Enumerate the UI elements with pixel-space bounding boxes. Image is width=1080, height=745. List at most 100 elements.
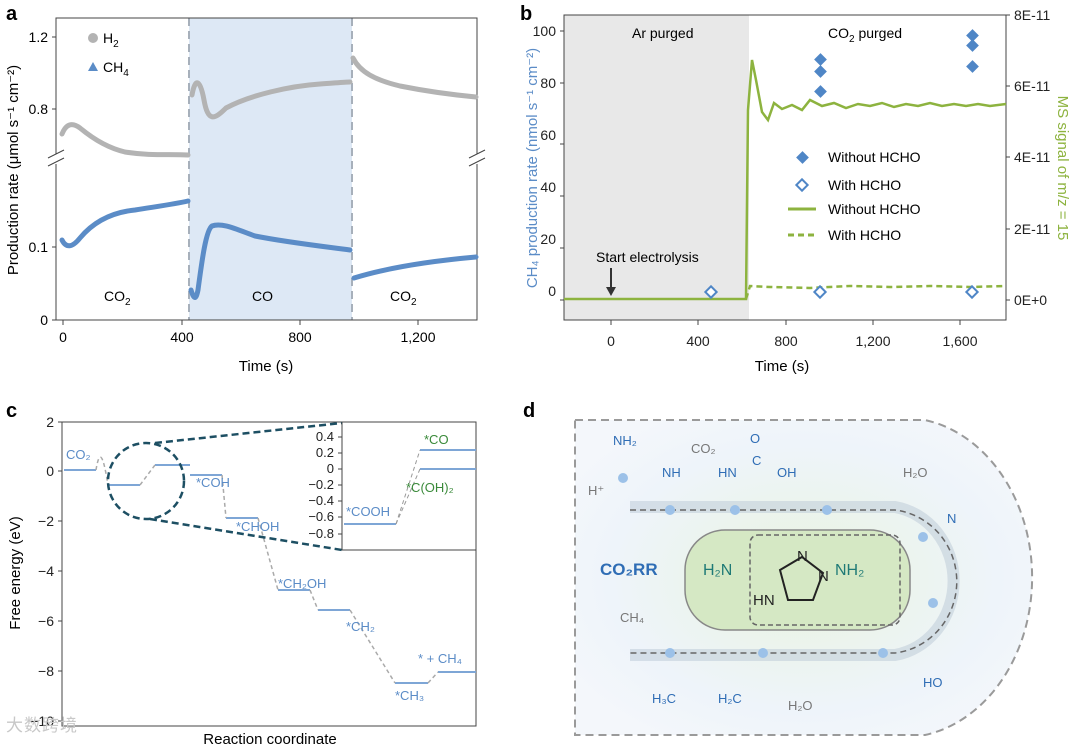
- ms-without-hcho-line: [564, 59, 1007, 301]
- mol-c: C: [752, 453, 761, 468]
- region-label-co2-2: CO2: [390, 288, 417, 308]
- node-9: [665, 648, 675, 658]
- panel-b: b 0 20 40 60 80 100 0E+0 2E-11 4E-11 6E-…: [520, 3, 1071, 375]
- mol-hplus: H⁺: [588, 483, 604, 498]
- marker-without-hcho-5: [966, 39, 979, 52]
- region-label-co: CO: [252, 288, 273, 304]
- marker-with-hcho-2: [812, 284, 828, 300]
- node-5: [918, 532, 928, 542]
- c-ytick-m2: −2: [38, 513, 54, 529]
- ytick-0-8: 0.8: [29, 101, 49, 117]
- species-ch2: *CH₂: [346, 619, 375, 634]
- node-8: [758, 648, 768, 658]
- panel-d-label: d: [523, 400, 535, 422]
- b-ytick-100: 100: [533, 23, 557, 39]
- c-ytick-m4: −4: [38, 563, 54, 579]
- b-xtick-1200: 1,200: [855, 333, 890, 349]
- inset-species-cooh: *COOH: [346, 504, 390, 519]
- b-ytick-20: 20: [540, 231, 556, 247]
- node-1: [618, 473, 628, 483]
- panel-c-frame: [61, 421, 477, 727]
- legend-h2-label: H2: [103, 30, 119, 50]
- legend-b-filled-diamond: [796, 151, 809, 164]
- legend-b-open-diamond: [794, 177, 810, 193]
- panel-a: a 1.2 0.8 0.1 0 0 400 800 1,200 Time (s)…: [5, 3, 486, 375]
- c-ytick-2: 2: [46, 414, 54, 430]
- species-ch3: *CH₃: [395, 688, 424, 703]
- b-ytick-r4: 4E-11: [1014, 149, 1051, 165]
- mol-hn-1: HN: [718, 465, 737, 480]
- inset-ytick-m0-6: −0.6: [308, 509, 334, 524]
- b-ytick-60: 60: [540, 127, 556, 143]
- panel-b-ylabel-left: CH₄ production rate (nmol s⁻¹ cm⁻²): [524, 48, 541, 288]
- co-region-shade: [189, 18, 352, 320]
- legend-b-without-hcho-1: Without HCHO: [828, 149, 921, 165]
- co2rr-label: CO₂RR: [600, 560, 658, 579]
- node-2: [665, 505, 675, 515]
- b-xtick-1600: 1,600: [942, 333, 977, 349]
- triazole-n-top: N: [797, 548, 808, 565]
- panel-c-label: c: [6, 400, 17, 422]
- inset-frame: [341, 421, 477, 551]
- xtick-1200: 1,200: [400, 329, 435, 345]
- panel-c: c 2 0 −2 −4 −6 −8 −10 Free energy (eV) R…: [6, 400, 477, 745]
- panel-a-xlabel: Time (s): [239, 358, 293, 375]
- core-inner-box: [749, 534, 901, 626]
- ms-with-hcho-line: [744, 284, 1007, 300]
- inset-ytick-m0-2: −0.2: [308, 477, 334, 492]
- ytick-0: 0: [40, 312, 48, 328]
- legend-b-with-hcho-1: With HCHO: [828, 177, 901, 193]
- b-ytick-r6: 6E-11: [1014, 78, 1051, 94]
- inset-ytick-m0-4: −0.4: [308, 493, 334, 508]
- marker-without-hcho-6: [966, 60, 979, 73]
- panel-b-frame: [563, 14, 1007, 321]
- zoom-circle: [106, 441, 186, 521]
- mol-h2c: H₂C: [718, 691, 742, 706]
- b-ytick-80: 80: [540, 75, 556, 91]
- panel-b-ylabel-right: MS signal of m/z = 15: [1054, 96, 1071, 241]
- b-ytick-40: 40: [540, 179, 556, 195]
- b-xtick-800: 800: [774, 333, 798, 349]
- ar-purged-label: Ar purged: [632, 25, 693, 41]
- triazole-hn: HN: [753, 592, 775, 609]
- mol-h2o-bottom: H₂O: [788, 698, 813, 713]
- b-ytick-r8: 8E-11: [1014, 7, 1051, 23]
- marker-without-hcho-2: [814, 65, 827, 78]
- species-co2: CO₂: [66, 447, 91, 462]
- panel-b-label: b: [520, 3, 532, 25]
- ar-purged-shade: [564, 15, 749, 320]
- species-ch4: * + CH₄: [418, 651, 462, 666]
- mol-h3c: H₃C: [652, 691, 676, 706]
- panel-c-xlabel: Reaction coordinate: [203, 731, 336, 745]
- mol-ho: HO: [923, 675, 943, 690]
- watermark: 大数跨境: [6, 716, 78, 736]
- triazole-n-right: N: [818, 568, 829, 585]
- b-ytick-0: 0: [548, 283, 556, 299]
- species-ch2oh: *CH₂OH: [278, 576, 326, 591]
- mol-oh: OH: [777, 465, 797, 480]
- marker-without-hcho-3: [814, 85, 827, 98]
- ytick-0-1: 0.1: [29, 239, 49, 255]
- panel-a-frame: [55, 17, 478, 321]
- inset-ytick-0-4: 0.4: [316, 429, 334, 444]
- b-ytick-r2: 2E-11: [1014, 221, 1051, 237]
- panel-a-label: a: [6, 3, 18, 25]
- c-ytick-m6: −6: [38, 613, 54, 629]
- legend-b-with-hcho-2: With HCHO: [828, 227, 901, 243]
- inset-ytick-m0-8: −0.8: [308, 526, 334, 541]
- mol-ch4: CH₄: [620, 610, 644, 625]
- inset-ytick-0: 0: [327, 461, 334, 476]
- panel-a-ylabel: Production rate (μmol s⁻¹ cm⁻²): [5, 65, 22, 275]
- region-label-co2-1: CO2: [104, 288, 131, 308]
- node-4: [822, 505, 832, 515]
- mol-h2o-top: H₂O: [903, 465, 928, 480]
- mol-co2: CO₂: [691, 441, 716, 456]
- axis-break-2: [47, 157, 65, 167]
- mol-o: O: [750, 431, 760, 446]
- legend-ch4-marker: [88, 62, 98, 71]
- c-ytick-m8: −8: [38, 663, 54, 679]
- c-ytick-0: 0: [46, 463, 54, 479]
- triazole-nh2: NH₂: [835, 562, 864, 579]
- inset-species-coh2: *C(OH)₂: [406, 480, 454, 495]
- xtick-0: 0: [59, 329, 67, 345]
